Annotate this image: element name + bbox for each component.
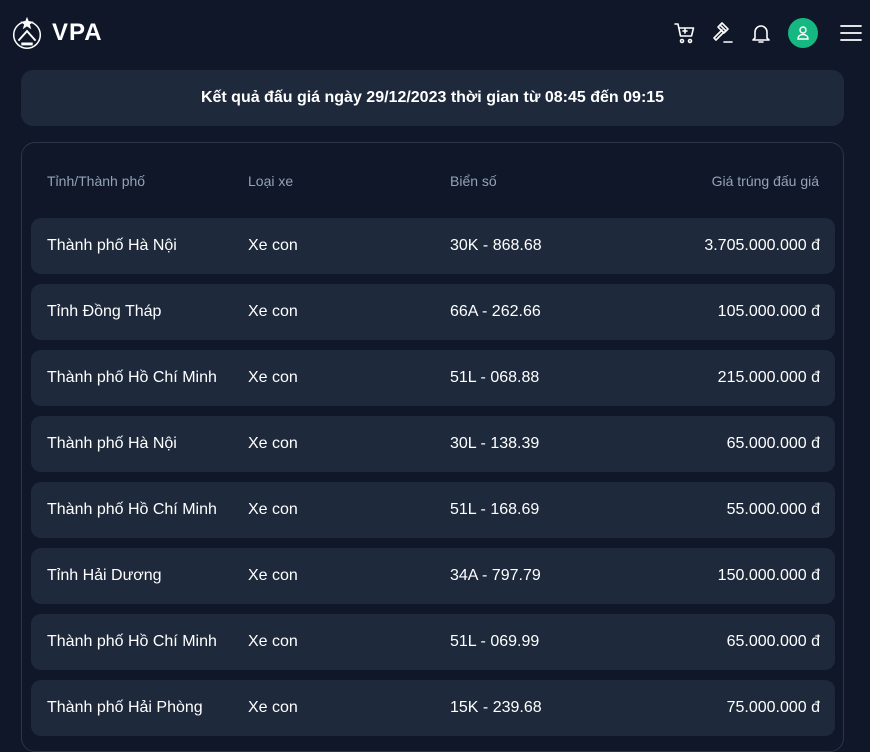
cart-button[interactable] [672,20,698,46]
table-body: Thành phố Hà Nội Xe con 30K - 868.68 3.7… [31,218,835,746]
cell-price: 55.000.000 đ [726,501,820,518]
cell-province: Thành phố Hà Nội [47,435,177,452]
cell-price: 150.000.000 đ [717,567,820,584]
column-header-vehicle-type: Loại xe [248,173,294,189]
header-actions [660,18,864,48]
notifications-button[interactable] [748,20,774,46]
cell-province: Thành phố Hồ Chí Minh [47,633,217,650]
cell-vehicle-type: Xe con [248,633,298,650]
cell-price: 3.705.000.000 đ [704,237,820,254]
cell-price: 215.000.000 đ [717,369,820,386]
results-table: Tỉnh/Thành phố Loại xe Biển số Giá trúng… [21,142,844,752]
cell-price: 65.000.000 đ [726,633,820,650]
column-header-plate: Biển số [450,173,497,189]
cell-vehicle-type: Xe con [248,435,298,452]
table-row[interactable]: Thành phố Hồ Chí Minh Xe con 51L - 068.8… [31,350,835,406]
column-header-province: Tỉnh/Thành phố [47,173,146,189]
cell-price: 105.000.000 đ [717,303,820,320]
cell-plate: 30K - 868.68 [450,237,542,254]
cell-province: Thành phố Hà Nội [47,237,177,254]
cell-vehicle-type: Xe con [248,567,298,584]
cell-province: Thành phố Hồ Chí Minh [47,369,217,386]
table-row[interactable]: Thành phố Hà Nội Xe con 30L - 138.39 65.… [31,416,835,472]
cell-province: Thành phố Hải Phòng [47,699,203,716]
table-row[interactable]: Tỉnh Đồng Tháp Xe con 66A - 262.66 105.0… [31,284,835,340]
cell-plate: 51L - 069.99 [450,633,540,650]
emblem-icon [12,16,42,49]
cell-province: Tỉnh Hải Dương [47,567,162,584]
cell-price: 65.000.000 đ [726,435,820,452]
top-header: VPA [0,0,870,66]
user-avatar[interactable] [788,18,818,48]
user-icon [797,26,809,40]
cell-vehicle-type: Xe con [248,237,298,254]
table-row[interactable]: Thành phố Hà Nội Xe con 30K - 868.68 3.7… [31,218,835,274]
cell-province: Tỉnh Đồng Tháp [47,303,162,320]
cell-vehicle-type: Xe con [248,501,298,518]
cell-vehicle-type: Xe con [248,303,298,320]
column-header-price: Giá trúng đấu giá [711,173,819,189]
cell-vehicle-type: Xe con [248,699,298,716]
table-row[interactable]: Thành phố Hải Phòng Xe con 15K - 239.68 … [31,680,835,736]
menu-icon [840,25,862,41]
brand-logo[interactable]: VPA [8,14,103,52]
table-header: Tỉnh/Thành phố Loại xe Biển số Giá trúng… [22,143,843,219]
menu-button[interactable] [838,20,864,46]
banner-title: Kết quả đấu giá ngày 29/12/2023 thời gia… [200,89,665,106]
cell-price: 75.000.000 đ [726,699,820,716]
bell-icon [752,25,770,43]
auction-result-banner: Kết quả đấu giá ngày 29/12/2023 thời gia… [21,70,844,126]
auction-button[interactable] [710,20,736,46]
brand-name: VPA [52,19,103,46]
table-row[interactable]: Thành phố Hồ Chí Minh Xe con 51L - 168.6… [31,482,835,538]
cell-plate: 30L - 138.39 [450,435,540,452]
cell-vehicle-type: Xe con [248,369,298,386]
cell-plate: 66A - 262.66 [450,303,541,320]
cell-plate: 15K - 239.68 [450,699,542,716]
cell-plate: 34A - 797.79 [450,567,541,584]
table-row[interactable]: Thành phố Hồ Chí Minh Xe con 51L - 069.9… [31,614,835,670]
cell-province: Thành phố Hồ Chí Minh [47,501,217,518]
gavel-icon [713,22,733,43]
cell-plate: 51L - 068.88 [450,369,540,386]
cell-plate: 51L - 168.69 [450,501,540,518]
table-row[interactable]: Tỉnh Hải Dương Xe con 34A - 797.79 150.0… [31,548,835,604]
cart-icon [674,23,695,44]
